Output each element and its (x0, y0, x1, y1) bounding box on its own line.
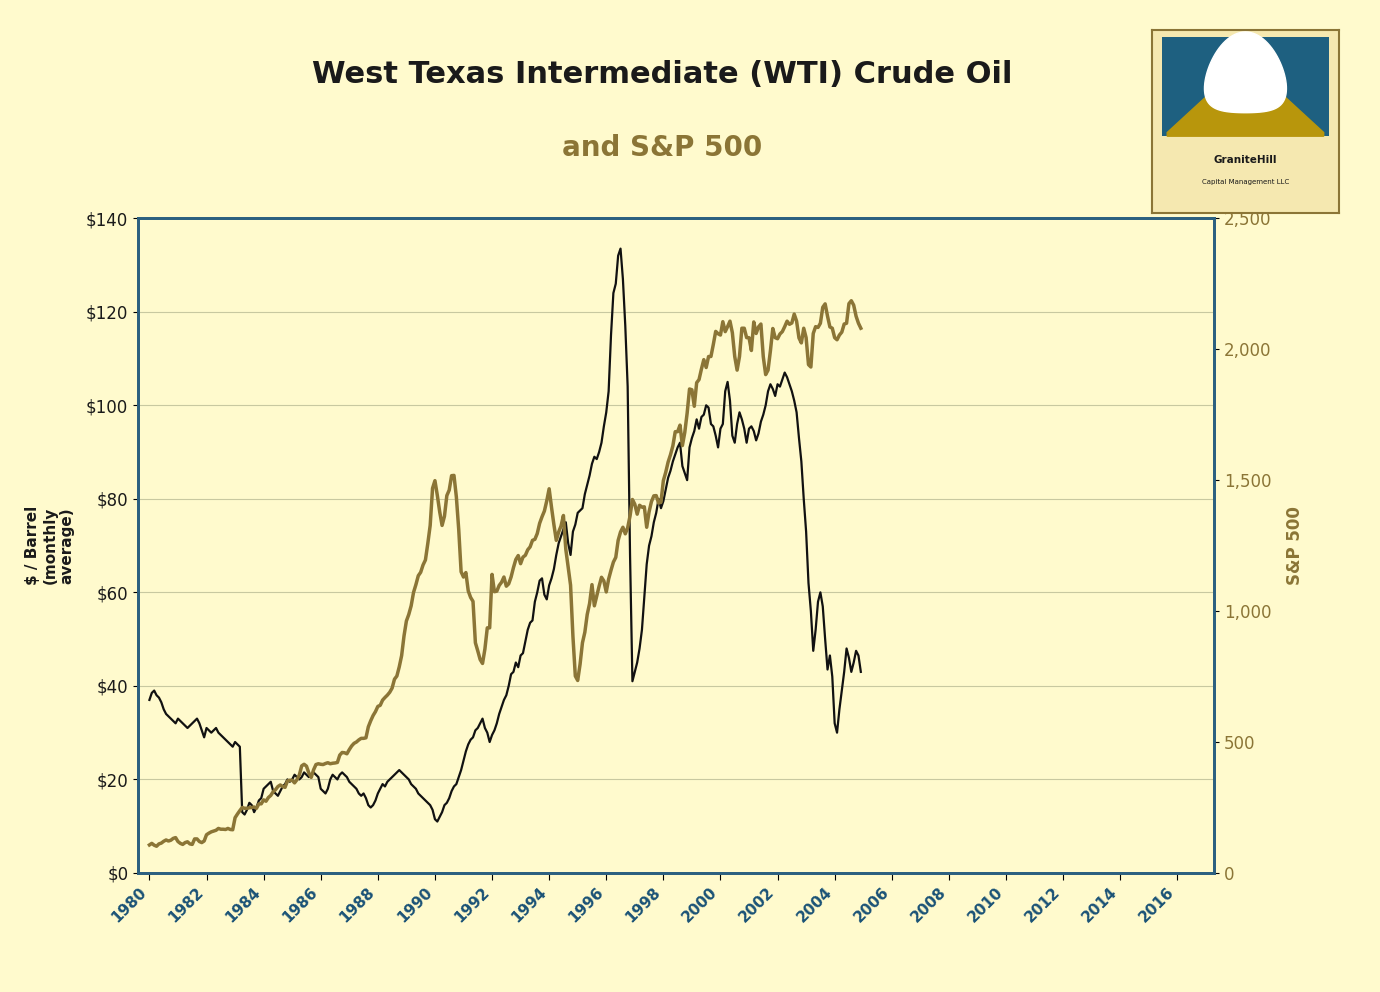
Text: Capital Management LLC: Capital Management LLC (1202, 180, 1289, 186)
Text: West Texas Intermediate (WTI) Crude Oil: West Texas Intermediate (WTI) Crude Oil (312, 60, 1013, 88)
Text: and S&P 500: and S&P 500 (562, 134, 763, 162)
Polygon shape (1167, 81, 1323, 136)
Bar (1162, 37, 1329, 136)
Y-axis label: $ / Barrel
(monthly
average): $ / Barrel (monthly average) (25, 506, 75, 585)
Polygon shape (1205, 32, 1286, 113)
Text: GraniteHill: GraniteHill (1213, 155, 1278, 165)
Y-axis label: S&P 500: S&P 500 (1286, 506, 1304, 585)
